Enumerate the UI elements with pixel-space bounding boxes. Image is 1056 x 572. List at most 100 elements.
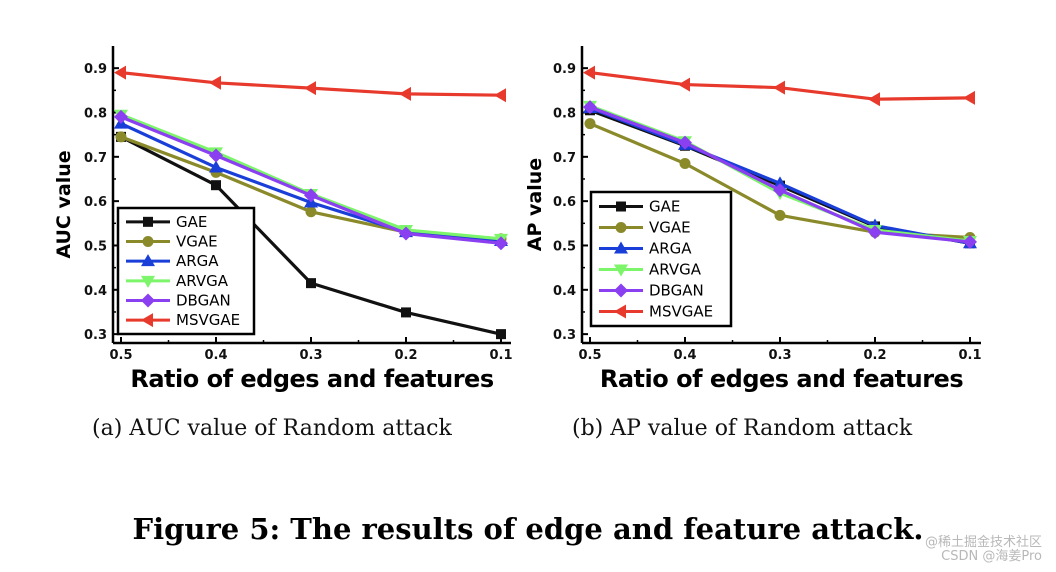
x-axis-title: Ratio of edges and features xyxy=(600,365,963,393)
x-tick-label: 0.1 xyxy=(958,348,981,363)
watermark-line-1: @稀土掘金技术社区 xyxy=(924,535,1042,550)
data-point-dbgan xyxy=(678,135,692,150)
data-point-gae xyxy=(496,329,506,340)
series-dbgan xyxy=(583,100,977,249)
watermark: @稀土掘金技术社区 CSDN @海姜Pro xyxy=(925,536,1042,564)
y-tick-label: 0.8 xyxy=(553,106,576,121)
x-axis-title: Ratio of edges and features xyxy=(130,365,493,393)
data-point-msvgae xyxy=(399,86,411,101)
y-tick-label: 0.3 xyxy=(553,328,576,343)
y-tick-label: 0.9 xyxy=(84,62,107,77)
x-tick-label: 0.1 xyxy=(489,348,512,363)
data-point-dbgan xyxy=(304,188,318,203)
data-point-gae xyxy=(211,180,221,191)
data-point-arga xyxy=(773,176,787,189)
data-point-msvgae xyxy=(583,65,595,80)
y-tick-label: 0.4 xyxy=(84,284,107,299)
legend-label-arvga: ARVGA xyxy=(176,272,229,290)
legend-marker-msvgae xyxy=(614,304,626,319)
y-tick-label: 0.6 xyxy=(84,195,107,210)
data-point-gae xyxy=(306,278,316,289)
data-point-vgae xyxy=(305,206,317,218)
data-point-dbgan xyxy=(494,236,508,251)
x-tick-label: 0.4 xyxy=(204,348,227,363)
data-point-msvgae xyxy=(868,92,880,107)
legend-label-arga: ARGA xyxy=(649,240,692,258)
y-axis-title: AUC value xyxy=(53,150,75,258)
y-tick-label: 0.8 xyxy=(84,106,107,121)
legend-box xyxy=(116,206,256,336)
watermark-line-2: CSDN @海姜Pro xyxy=(941,549,1042,564)
y-tick-label: 0.9 xyxy=(553,62,576,77)
legend-marker-arga xyxy=(614,241,628,254)
legend-label-arvga: ARVGA xyxy=(649,261,702,279)
legend-marker-arvga xyxy=(614,264,628,277)
legend-label-msvgae: MSVGAE xyxy=(649,303,713,321)
data-point-msvgae xyxy=(209,75,221,90)
legend-marker-arga xyxy=(141,254,155,267)
y-tick-label: 0.5 xyxy=(84,239,107,254)
data-point-vgae xyxy=(584,118,596,130)
y-tick-label: 0.6 xyxy=(553,195,576,210)
legend-marker-dbgan xyxy=(614,283,628,298)
chart-auc: 0.3 0.4 0.5 0.6 0.7 0.8 0.9 0.5 0.4 0.3 0.2 0.1 Rati… xyxy=(53,46,513,393)
legend-marker-gae xyxy=(616,201,626,212)
data-point-vgae xyxy=(115,131,127,143)
data-point-msvgae xyxy=(678,77,690,92)
legend-box xyxy=(589,190,733,328)
series-msvgae xyxy=(114,65,506,103)
y-tick-label: 0.7 xyxy=(553,151,576,166)
legend-label-gae: GAE xyxy=(176,213,207,231)
x-tick-label: 0.5 xyxy=(109,348,132,363)
x-tick-label: 0.3 xyxy=(768,348,791,363)
x-tick-label: 0.5 xyxy=(578,348,601,363)
figure-caption: Figure 5: The results of edge and featur… xyxy=(132,512,924,546)
data-point-dbgan xyxy=(963,234,977,249)
legend-marker-arvga xyxy=(141,275,155,288)
y-tick-label: 0.3 xyxy=(84,328,107,343)
data-point-vgae xyxy=(679,157,691,169)
data-point-msvgae xyxy=(963,90,975,105)
x-tick-label: 0.4 xyxy=(673,348,696,363)
legend-marker-vgae xyxy=(615,222,627,233)
series-msvgae xyxy=(583,65,975,107)
data-point-msvgae xyxy=(304,81,316,96)
data-point-gae xyxy=(401,307,411,318)
x-tick-label: 0.2 xyxy=(394,348,417,363)
series-dbgan xyxy=(114,109,508,251)
y-tick-label: 0.7 xyxy=(84,151,107,166)
legend-label-msvgae: MSVGAE xyxy=(176,311,240,329)
x-tick-label: 0.2 xyxy=(863,348,886,363)
data-point-dbgan xyxy=(209,148,223,163)
data-point-dbgan xyxy=(583,100,597,115)
y-tick-label: 0.4 xyxy=(553,284,576,299)
legend: GAE VGAE ARGA ARVGA DBGAN MSVGAE xyxy=(589,190,733,328)
legend-marker-gae xyxy=(143,216,153,227)
data-point-dbgan xyxy=(399,226,413,241)
data-point-msvgae xyxy=(114,65,126,80)
chart-ap: 0.3 0.4 0.5 0.6 0.7 0.8 0.9 0.5 0.4 0.3 0.2 0.1 Rati… xyxy=(524,46,982,393)
subcaption-ap: (b) AP value of Random attack xyxy=(572,416,913,441)
legend-label-vgae: VGAE xyxy=(649,219,691,237)
data-point-msvgae xyxy=(773,80,785,95)
legend-label-dbgan: DBGAN xyxy=(649,282,704,300)
y-tick-label: 0.5 xyxy=(553,239,576,254)
y-axis-title: AP value xyxy=(524,158,546,251)
data-point-arga xyxy=(209,160,223,173)
data-point-msvgae xyxy=(494,88,506,103)
legend-marker-msvgae xyxy=(141,313,153,328)
data-point-vgae xyxy=(774,209,786,221)
legend-marker-dbgan xyxy=(141,293,155,308)
legend-label-arga: ARGA xyxy=(176,252,219,270)
legend-marker-vgae xyxy=(142,236,154,247)
data-point-dbgan xyxy=(868,225,882,240)
subcaption-auc: (a) AUC value of Random attack xyxy=(92,416,452,441)
data-point-dbgan xyxy=(773,183,787,198)
legend-label-gae: GAE xyxy=(649,198,680,216)
x-tick-label: 0.3 xyxy=(299,348,322,363)
legend-label-vgae: VGAE xyxy=(176,233,218,251)
legend-label-dbgan: DBGAN xyxy=(176,292,231,310)
data-point-dbgan xyxy=(114,109,128,124)
